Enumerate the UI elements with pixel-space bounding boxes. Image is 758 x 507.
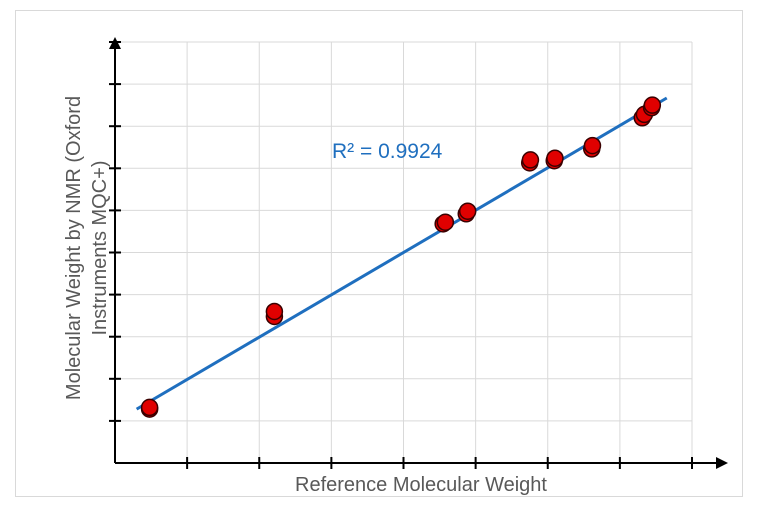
y-axis-label-line1: Molecular Weight by NMR (Oxford: [63, 96, 85, 400]
data-point: [265, 302, 284, 321]
axis-ticks: [109, 41, 693, 469]
data-point: [546, 149, 564, 167]
r-squared-annotation: R² = 0.9924: [332, 140, 443, 163]
y-axis-label-line2: Instruments MQC+): [89, 160, 111, 335]
data-point: [140, 398, 159, 417]
data-point: [643, 96, 662, 114]
x-axis-label: Reference Molecular Weight: [295, 474, 547, 496]
data-points: [140, 96, 662, 418]
data-point: [458, 202, 477, 220]
data-point: [521, 151, 540, 169]
data-point: [583, 136, 602, 155]
x-axis-arrow: [716, 457, 728, 469]
trendline: [135, 96, 668, 411]
chart-frame: [15, 10, 743, 497]
data-point: [436, 213, 455, 231]
